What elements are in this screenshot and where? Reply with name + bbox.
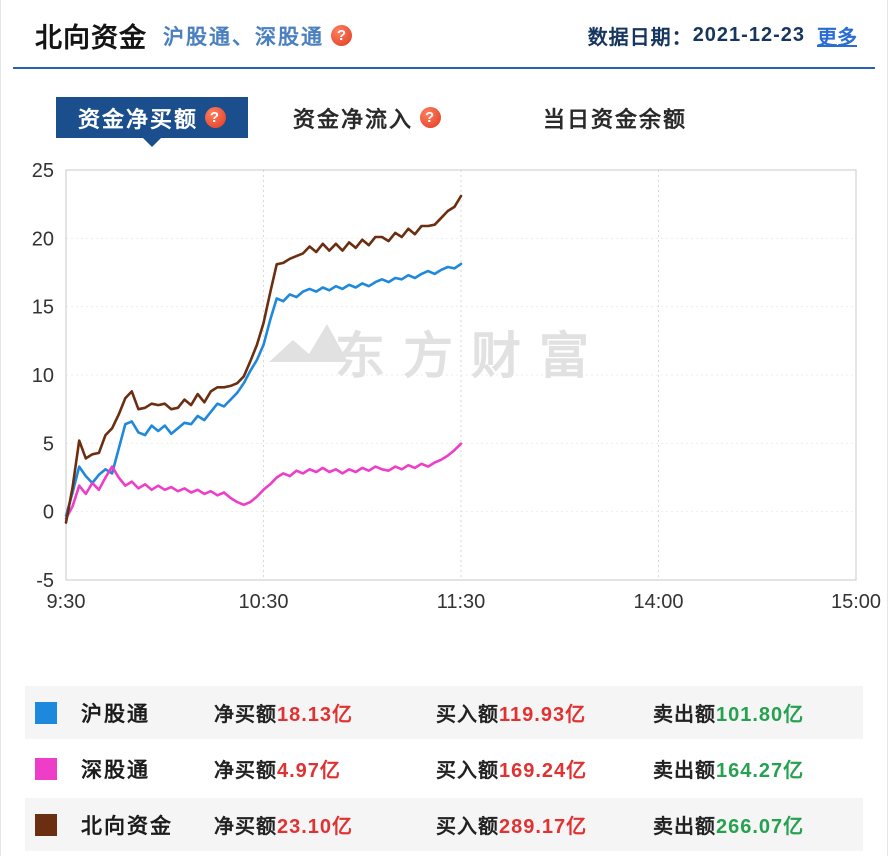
sell-value: 164.27亿 [716,760,805,782]
y-axis-tick-label: 15 [32,297,54,319]
northbound-color-swatch [35,813,57,836]
watermark-text: 东方财富 [335,328,607,384]
header-right: 数据日期： 2021-12-23 更多 [588,21,857,50]
more-link[interactable]: 更多 [817,27,857,49]
sell-cell: 卖出额 164.27亿 [653,754,804,783]
sell-label: 卖出额 [653,816,716,838]
series-name: 北向资金 [81,814,173,838]
legend-row-shengutong: 深股通 净买额 4.97亿 买入额 169.24亿 卖出额 164.27亿 [25,742,863,795]
header: 北向资金 沪股通、深股通 ? 数据日期： 2021-12-23 更多 [1,0,887,55]
buy-label: 买入额 [436,704,499,726]
x-axis-tick-label: 14:00 [633,591,683,613]
y-axis-tick-label: 5 [43,433,54,455]
data-date-value: 2021-12-23 [692,24,805,46]
series-name: 深股通 [81,758,150,782]
sell-cell: 卖出额 266.07亿 [653,810,804,839]
x-axis-tick-label: 9:30 [47,591,86,613]
series-line [64,262,463,518]
tab-label: 资金净流入 [293,106,414,132]
sell-cell: 卖出额 101.80亿 [653,698,804,727]
shengutong-color-swatch [35,757,57,780]
header-help-icon[interactable]: ? [331,25,352,46]
plot-border [65,169,857,581]
buy-cell: 买入额 119.93亿 [436,698,653,727]
header-subtitle: 沪股通、深股通 [163,25,324,49]
sell-value: 101.80亿 [716,704,805,726]
header-divider [13,67,875,69]
tab-net-inflow[interactable]: 资金净流入 ? [293,97,442,138]
buy-label: 买入额 [436,760,499,782]
buy-value: 169.24亿 [499,760,588,782]
tab-bar: 资金净买额 ? 资金净流入 ? 当日资金余额 [1,97,887,138]
y-axis-tick-label: 0 [43,502,54,524]
y-axis-tick-label: 20 [32,228,54,250]
net-buy-label: 净买额 [214,816,277,838]
series-name: 沪股通 [81,702,150,726]
buy-cell: 买入额 289.17亿 [436,810,653,839]
buy-value: 289.17亿 [499,816,588,838]
legend-table: 沪股通 净买额 18.13亿 买入额 119.93亿 卖出额 101.80亿 深… [25,686,863,851]
hugutong-color-swatch [35,701,57,724]
buy-cell: 买入额 169.24亿 [436,754,653,783]
chart-area: 东方财富 25 20 15 10 5 0 -5 9:30 10:30 11:30 14:00 15:00 [1,158,887,628]
tab-day-balance[interactable]: 当日资金余额 [543,97,687,138]
series-line [64,194,463,524]
net-buy-value: 23.10亿 [277,816,354,838]
y-axis-tick-label: -5 [36,570,54,592]
net-buy-label: 净买额 [214,760,277,782]
funds-line-chart: 东方财富 25 20 15 10 5 0 -59:30 10:30 11:30 14:00 15:00 [32,160,881,613]
net-buy-cell: 净买额 4.97亿 [214,754,436,783]
tab-net-buy-help-icon[interactable]: ? [205,107,227,128]
tab-net-buy-amount[interactable]: 资金净买额 ? [56,97,249,138]
legend-row-hugutong: 沪股通 净买额 18.13亿 买入额 119.93亿 卖出额 101.80亿 [25,686,863,739]
tab-label: 资金净买额 [78,106,199,132]
legend-row-northbound: 北向资金 净买额 23.10亿 买入额 289.17亿 卖出额 266.07亿 [25,798,863,851]
x-axis-tick-label: 15:00 [831,591,881,613]
data-date-label: 数据日期： [587,27,693,49]
buy-value: 119.93亿 [499,704,587,726]
page-title: 北向资金 [35,23,147,53]
net-buy-cell: 净买额 23.10亿 [214,810,436,839]
tab-net-inflow-help-icon[interactable]: ? [420,107,442,128]
net-buy-value: 18.13亿 [277,704,354,726]
sell-label: 卖出额 [653,704,716,726]
net-buy-label: 净买额 [214,704,277,726]
sell-label: 卖出额 [653,760,716,782]
buy-label: 买入额 [436,816,499,838]
watermark-logo [269,324,348,362]
net-buy-value: 4.97亿 [277,760,341,782]
x-axis-tick-label: 10:30 [238,591,288,613]
series-line [64,442,463,520]
net-buy-cell: 净买额 18.13亿 [214,698,436,727]
y-axis-tick-label: 10 [32,365,54,387]
sell-value: 266.07亿 [716,816,805,838]
x-axis-tick-label: 11:30 [437,591,486,613]
tab-label: 当日资金余额 [543,106,688,132]
y-axis-tick-label: 25 [32,160,54,182]
